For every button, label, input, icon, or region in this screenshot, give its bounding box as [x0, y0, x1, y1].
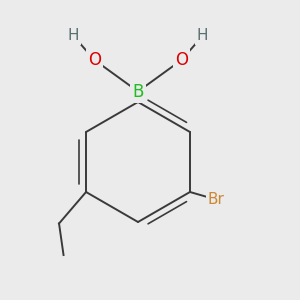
- Text: O: O: [175, 51, 188, 69]
- Text: O: O: [88, 51, 101, 69]
- Text: H: H: [68, 28, 79, 44]
- Text: Br: Br: [208, 192, 224, 207]
- Text: B: B: [132, 82, 144, 100]
- Text: H: H: [197, 28, 208, 44]
